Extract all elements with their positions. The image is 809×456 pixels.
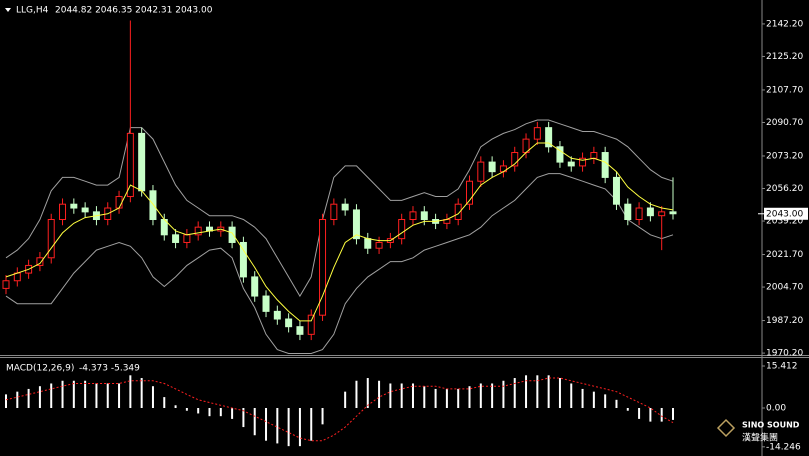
- candle-body: [477, 161, 485, 182]
- candle-body: [635, 207, 643, 221]
- candle-body: [669, 211, 677, 215]
- candle-body: [590, 152, 598, 159]
- y-tick-label: 2039.20: [766, 217, 803, 227]
- candle-body: [285, 318, 293, 328]
- macd-values: -4.373 -5.349: [79, 364, 140, 374]
- candle-body: [172, 234, 180, 243]
- candle-body: [420, 211, 428, 221]
- watermark-brand: SINO SOUND: [742, 421, 800, 430]
- y-tick-label: 2125.20: [766, 52, 803, 62]
- candle-body: [47, 219, 55, 259]
- candle-body: [454, 203, 462, 221]
- candle-body: [2, 280, 10, 289]
- y-tick-label: 2090.70: [766, 118, 803, 128]
- candle-body: [352, 209, 360, 240]
- y-tick-label: 2056.20: [766, 184, 803, 194]
- macd-label: MACD(12,26,9): [6, 364, 74, 374]
- header-arrow: [5, 8, 11, 12]
- candle-body: [646, 207, 654, 217]
- candle-body: [612, 176, 620, 205]
- candle-body: [81, 207, 89, 213]
- candle-body: [319, 219, 327, 316]
- candle-body: [511, 152, 519, 167]
- candle-body: [579, 157, 587, 167]
- candle-body: [262, 295, 270, 312]
- candle-body: [488, 161, 496, 173]
- last-price-box: [764, 207, 808, 220]
- candle-body: [375, 241, 383, 249]
- candle-body: [138, 132, 146, 192]
- macd-tick-label: 15.412: [766, 362, 798, 372]
- candle-body: [624, 203, 632, 221]
- candle-body: [601, 152, 609, 178]
- y-tick-label: 2073.20: [766, 151, 803, 161]
- y-tick-label: 1987.20: [766, 316, 803, 326]
- candle-body: [149, 190, 157, 221]
- candle-body: [545, 127, 553, 148]
- candle-body: [273, 310, 281, 320]
- candle-body: [341, 203, 349, 211]
- candle-body: [556, 146, 564, 163]
- header-values: 2044.82 2046.35 2042.31 2043.00: [55, 6, 213, 16]
- candle-body: [409, 211, 417, 221]
- bollinger-upper: [5, 119, 674, 298]
- candle-body: [194, 226, 202, 236]
- candle-body: [115, 196, 123, 209]
- macd-tick-label: 0.00: [766, 403, 786, 413]
- candle-body: [239, 241, 247, 278]
- y-tick-label: 2107.70: [766, 85, 803, 95]
- candle-body: [59, 203, 67, 221]
- candle-body: [307, 314, 315, 335]
- last-price-label: 2043.00: [766, 209, 803, 219]
- y-tick-label: 2021.70: [766, 250, 803, 260]
- candle-body: [251, 276, 259, 297]
- y-tick-label: 1970.20: [766, 349, 803, 359]
- moving-average: [5, 142, 674, 322]
- candle-body: [70, 203, 78, 209]
- candle-body: [658, 211, 666, 217]
- candle-body: [228, 226, 236, 243]
- bollinger-lower: [5, 173, 674, 354]
- symbol: LLG,H4: [16, 6, 49, 16]
- macd-signal: [5, 377, 674, 442]
- candle-body: [466, 180, 474, 205]
- candle-body: [364, 238, 372, 249]
- macd-tick-label: -14.246: [766, 442, 801, 452]
- logo: [716, 418, 736, 438]
- watermark: SINO SOUND 漢聲集團: [716, 418, 800, 444]
- candle-body: [398, 219, 406, 240]
- candle-body: [183, 234, 191, 243]
- watermark-chinese: 漢聲集團: [742, 432, 778, 444]
- candle-body: [36, 257, 44, 266]
- candle-body: [567, 161, 575, 167]
- y-tick-label: 2004.70: [766, 283, 803, 293]
- candle-body: [126, 132, 134, 198]
- candle-body: [533, 127, 541, 140]
- candle-body: [330, 203, 338, 221]
- y-tick-label: 2142.20: [766, 19, 803, 29]
- candle-body: [296, 326, 304, 335]
